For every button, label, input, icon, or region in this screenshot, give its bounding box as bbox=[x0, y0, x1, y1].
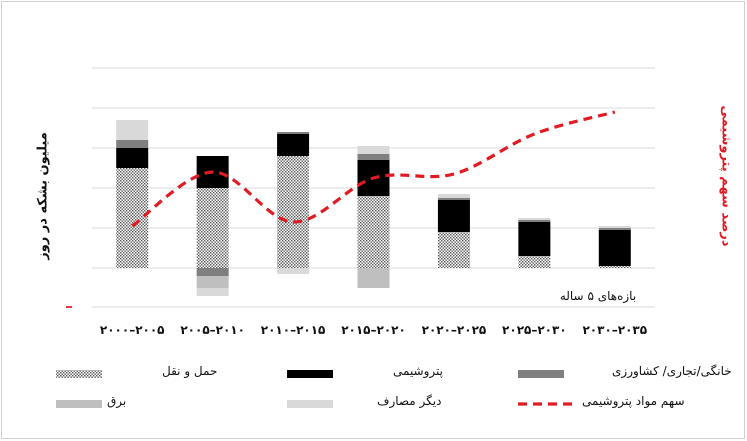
x-tick-label: ۲۰۲۰–۲۰۲۵ bbox=[422, 323, 487, 337]
bar-segment bbox=[518, 218, 551, 220]
legend-label: خانگی/تجاری/ کشاورزی bbox=[612, 364, 732, 378]
bar-segment bbox=[518, 256, 551, 268]
bar-segment bbox=[277, 156, 310, 268]
share-line-path bbox=[131, 110, 616, 228]
y-axis-label-left: میلیون بشکه در روز bbox=[35, 132, 51, 260]
bar-segment bbox=[598, 226, 631, 228]
legend-label: سهم مواد پتروشیمی bbox=[582, 394, 685, 408]
gridlines bbox=[66, 67, 655, 308]
bar-segment bbox=[357, 154, 390, 160]
bar-segment bbox=[518, 220, 551, 222]
bar-segment bbox=[437, 198, 470, 200]
bar-segment bbox=[437, 200, 470, 232]
bar-segment bbox=[357, 268, 390, 288]
x-tick-label: ۲۰۱۰–۲۰۱۵ bbox=[261, 323, 326, 337]
x-tick-label: ۲۰۰۵–۲۰۱۰ bbox=[180, 323, 245, 337]
bar-segment bbox=[437, 232, 470, 268]
bar-segment bbox=[518, 222, 551, 256]
legend-label: پتروشیمی bbox=[393, 364, 443, 378]
legend-swatch bbox=[56, 400, 102, 408]
legend-label: حمل و نقل bbox=[162, 364, 218, 378]
bar-segment bbox=[277, 132, 310, 134]
bar-segment bbox=[357, 146, 390, 154]
x-tick-label: ۲۰۳۰–۲۰۳۵ bbox=[582, 323, 647, 337]
bar-segment bbox=[598, 230, 631, 266]
share-line bbox=[131, 110, 616, 228]
legend-label: دیگر مصارف bbox=[377, 394, 442, 408]
bar-segment bbox=[116, 120, 149, 140]
bar-segment bbox=[277, 134, 310, 156]
legend-swatch bbox=[287, 370, 333, 378]
bar-segment bbox=[357, 196, 390, 268]
y-axis-label-right: درصد سهم پتروشیمی bbox=[718, 105, 734, 247]
x-tick-label: ۲۰۰۰–۲۰۰۵ bbox=[100, 323, 165, 337]
bar-segment bbox=[277, 268, 310, 274]
bar-segment bbox=[196, 268, 229, 276]
legend-swatch bbox=[518, 370, 564, 378]
bar-segment bbox=[598, 266, 631, 268]
bars bbox=[116, 120, 631, 296]
bar-segment bbox=[116, 168, 149, 268]
bar-segment bbox=[437, 194, 470, 198]
legend-swatch bbox=[56, 370, 102, 378]
legend-swatch bbox=[287, 400, 333, 408]
bar-segment bbox=[196, 188, 229, 268]
bar-segment bbox=[196, 288, 229, 296]
bar-segment bbox=[196, 276, 229, 288]
bar-segment bbox=[116, 140, 149, 148]
x-tick-label: ۲۰۱۵–۲۰۲۰ bbox=[341, 323, 406, 337]
bar-segment bbox=[598, 228, 631, 230]
x-tick-label: ۲۰۲۵–۲۰۳۰ bbox=[502, 323, 567, 337]
bar-segment bbox=[116, 148, 149, 168]
x-tick-labels: بازه‌های ۵ ساله ۲۰۰۰–۲۰۰۵ ۲۰۰۵–۲۰۱۰ ۲۰۱۰–۲۰… bbox=[100, 289, 647, 337]
legend-label: برق bbox=[107, 394, 127, 408]
x-axis-note: بازه‌های ۵ ساله bbox=[560, 289, 636, 304]
legend-swatches bbox=[56, 370, 576, 408]
